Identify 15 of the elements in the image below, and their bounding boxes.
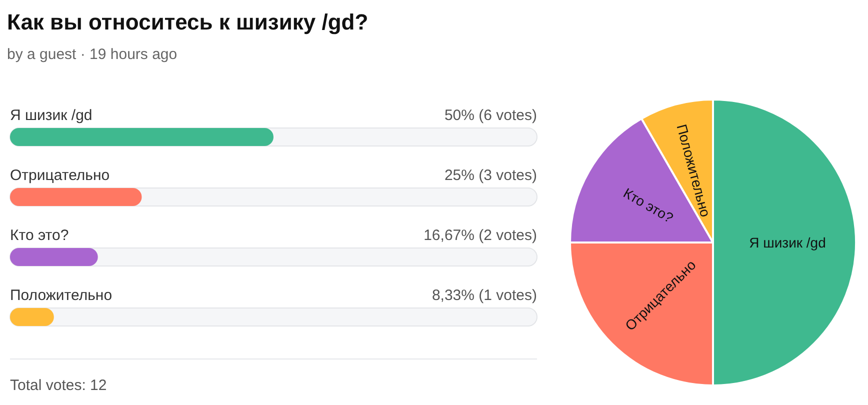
- data-label: 25% (3 votes): [444, 167, 537, 184]
- chart-subtitle: by a guest · 19 hours ago: [7, 46, 178, 63]
- slice-label: Кто это?: [620, 184, 676, 226]
- y-tick-label: Я шизик /gd: [10, 107, 92, 124]
- data-label: 8,33% (1 votes): [432, 287, 537, 304]
- y-tick-label: Кто это?: [10, 227, 69, 244]
- bar: [10, 188, 142, 206]
- bar: [10, 248, 98, 266]
- data-label: 50% (6 votes): [444, 107, 537, 124]
- text: Total votes: 12: [10, 377, 107, 394]
- data-label: 16,67% (2 votes): [424, 227, 537, 244]
- y-tick-label: Отрицательно: [10, 167, 110, 184]
- chart-title: Как вы относитесь к шизику /gd?: [7, 10, 368, 34]
- y-tick-label: Положительно: [10, 287, 112, 304]
- slice-label: Я шизик /gd: [749, 234, 826, 250]
